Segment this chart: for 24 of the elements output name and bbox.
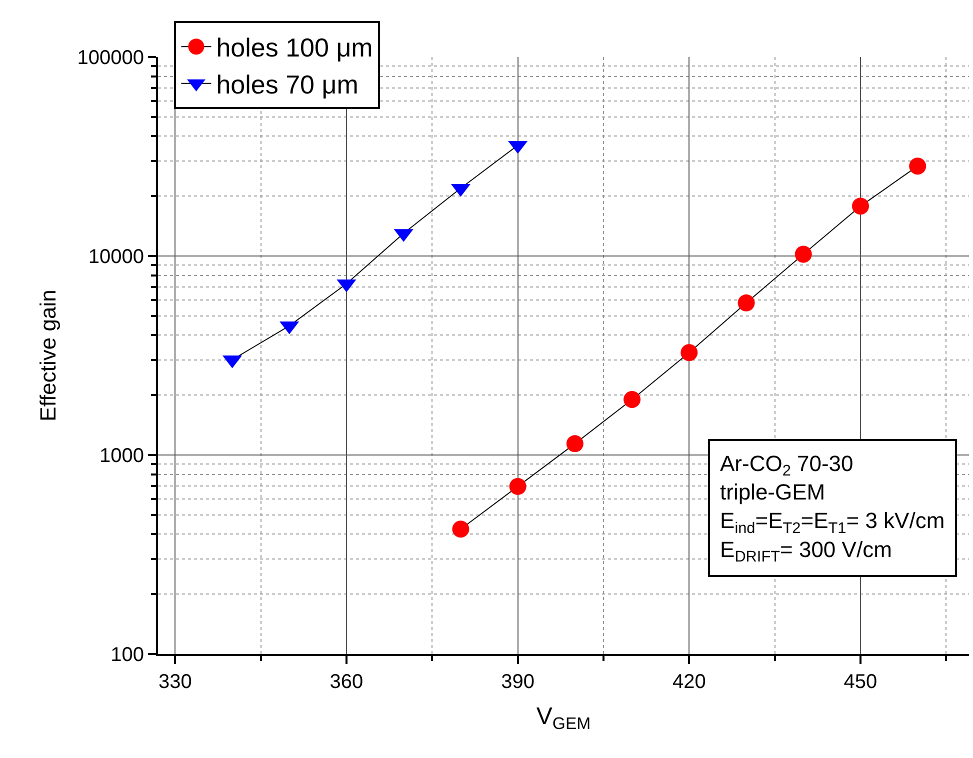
annotation: Ar-CO$_{2}$ 70-30 xyxy=(720,451,854,480)
annotation: E$_{ind}$=E$_{T2}$=E$_{T1}$= 3 kV/cm xyxy=(720,508,945,537)
point xyxy=(566,435,584,452)
y-tick-label: 100 xyxy=(110,644,144,666)
point xyxy=(624,391,641,408)
x-tick-label: 420 xyxy=(672,671,706,693)
x-tick-label: 330 xyxy=(158,671,192,693)
y-tick-label: 10000 xyxy=(88,246,144,268)
legend-label: holes 100 μm xyxy=(216,32,373,63)
point xyxy=(794,246,812,263)
legend-label: holes 70 μm xyxy=(216,70,358,100)
point xyxy=(680,344,698,362)
point xyxy=(509,478,526,495)
x-axis-title: V$_{GEM}$ xyxy=(536,702,591,733)
annotation: triple-GEM xyxy=(720,480,826,505)
point xyxy=(738,294,755,312)
y-tick-label: 1000 xyxy=(100,445,144,467)
annotation: E$_{DRIFT}$= 300 V/cm xyxy=(720,536,892,566)
y-tick-label: 100000 xyxy=(77,47,144,69)
y-axis-title: Effective gain xyxy=(36,290,61,422)
point xyxy=(452,520,470,538)
x-tick-label: 450 xyxy=(844,671,878,693)
x-tick-label: 360 xyxy=(330,671,364,693)
x-tick-label: 390 xyxy=(501,671,534,693)
